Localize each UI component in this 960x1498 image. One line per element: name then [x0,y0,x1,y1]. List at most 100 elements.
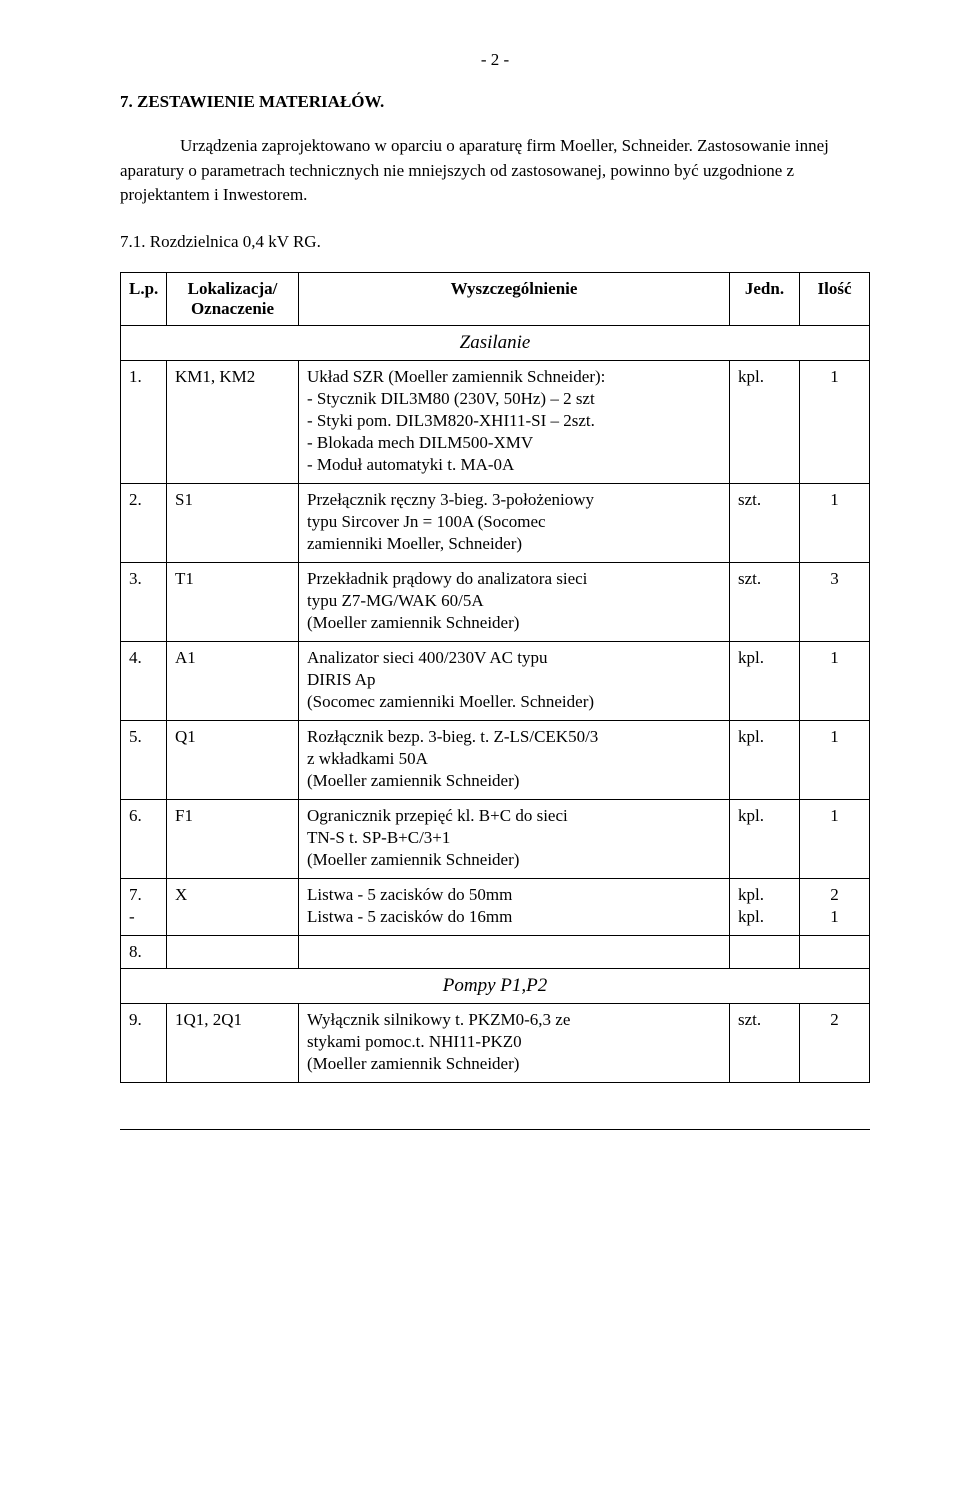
table-row: 2. S1 Przełącznik ręczny 3-bieg. 3-położ… [121,483,870,562]
desc-line: typu Sircover Jn = 100A (Socomec [307,512,721,532]
cell-loc: S1 [167,483,299,562]
cell-qty: 1 [800,483,870,562]
desc-line: Układ SZR (Moeller zamiennik Schneider): [307,367,721,387]
cell-desc: Rozłącznik bezp. 3-bieg. t. Z-LS/CEK50/3… [299,720,730,799]
table-row: 9. 1Q1, 2Q1 Wyłącznik silnikowy t. PKZM0… [121,1003,870,1082]
cell-loc: KM1, KM2 [167,360,299,483]
qty-line: 1 [808,907,861,927]
cell-qty: 3 [800,562,870,641]
cell-lp: 7. - [121,878,167,935]
cell-unit: kpl. kpl. [730,878,800,935]
cell-qty: 1 [800,799,870,878]
desc-line: - Styki pom. DIL3M820-XHI11-SI – 2szt. [307,411,721,431]
desc-line: Listwa - 5 zacisków do 50mm [307,885,721,905]
cell-lp: 9. [121,1003,167,1082]
cell-desc: Przekładnik prądowy do analizatora sieci… [299,562,730,641]
cell-loc: X [167,878,299,935]
desc-line: Analizator sieci 400/230V AC typu [307,648,721,668]
table-row: 8. [121,935,870,968]
cell-lp: 5. [121,720,167,799]
col-header-loc-line1: Lokalizacja/ [175,279,290,299]
desc-line: (Moeller zamiennik Schneider) [307,850,721,870]
desc-line: (Moeller zamiennik Schneider) [307,771,721,791]
cell-qty: 2 [800,1003,870,1082]
cell-desc: Analizator sieci 400/230V AC typu DIRIS … [299,641,730,720]
lp-line: - [129,907,158,927]
cell-qty: 1 [800,641,870,720]
cell-loc: A1 [167,641,299,720]
desc-line: - Moduł automatyki t. MA-0A [307,455,721,475]
qty-line: 2 [808,885,861,905]
page: - 2 - 7. ZESTAWIENIE MATERIAŁÓW. Urządze… [0,0,960,1498]
desc-line: (Moeller zamiennik Schneider) [307,1054,721,1074]
cell-unit: kpl. [730,641,800,720]
table-row: 1. KM1, KM2 Układ SZR (Moeller zamiennik… [121,360,870,483]
cell-lp: 3. [121,562,167,641]
intro-text: Urządzenia zaprojektowano w oparciu o ap… [120,136,829,204]
table-row: 5. Q1 Rozłącznik bezp. 3-bieg. t. Z-LS/C… [121,720,870,799]
section-label-zasilanie: Zasilanie [121,325,870,360]
table-row: 7. - X Listwa - 5 zacisków do 50mm Listw… [121,878,870,935]
cell-qty: 1 [800,360,870,483]
col-header-qty: Ilość [800,272,870,325]
desc-line: (Moeller zamiennik Schneider) [307,613,721,633]
table-header-row: L.p. Lokalizacja/ Oznaczenie Wyszczególn… [121,272,870,325]
cell-desc: Listwa - 5 zacisków do 50mm Listwa - 5 z… [299,878,730,935]
desc-line: - Stycznik DIL3M80 (230V, 50Hz) – 2 szt [307,389,721,409]
desc-line: Ogranicznik przepięć kl. B+C do sieci [307,806,721,826]
desc-line: zamienniki Moeller, Schneider) [307,534,721,554]
section-row-zasilanie: Zasilanie [121,325,870,360]
cell-unit: kpl. [730,360,800,483]
cell-unit: szt. [730,483,800,562]
cell-loc: F1 [167,799,299,878]
cell-lp: 8. [121,935,167,968]
cell-loc [167,935,299,968]
section-title: 7. ZESTAWIENIE MATERIAŁÓW. [120,92,870,112]
cell-desc [299,935,730,968]
page-number: - 2 - [120,50,870,70]
unit-line: kpl. [738,885,791,905]
cell-loc: 1Q1, 2Q1 [167,1003,299,1082]
cell-unit: kpl. [730,720,800,799]
cell-desc: Wyłącznik silnikowy t. PKZM0-6,3 ze styk… [299,1003,730,1082]
intro-paragraph: Urządzenia zaprojektowano w oparciu o ap… [120,134,870,208]
desc-line: - Blokada mech DILM500-XMV [307,433,721,453]
cell-lp: 1. [121,360,167,483]
desc-line: TN-S t. SP-B+C/3+1 [307,828,721,848]
materials-table: L.p. Lokalizacja/ Oznaczenie Wyszczególn… [120,272,870,1083]
table-row: 3. T1 Przekładnik prądowy do analizatora… [121,562,870,641]
col-header-loc-line2: Oznaczenie [175,299,290,319]
footer-rule [120,1129,870,1130]
col-header-lp: L.p. [121,272,167,325]
cell-qty [800,935,870,968]
cell-desc: Przełącznik ręczny 3-bieg. 3-położeniowy… [299,483,730,562]
col-header-unit: Jedn. [730,272,800,325]
desc-line: Rozłącznik bezp. 3-bieg. t. Z-LS/CEK50/3 [307,727,721,747]
cell-unit: kpl. [730,799,800,878]
cell-qty: 2 1 [800,878,870,935]
cell-loc: Q1 [167,720,299,799]
desc-line: z wkładkami 50A [307,749,721,769]
lp-line: 7. [129,885,158,905]
desc-line: stykami pomoc.t. NHI11-PKZ0 [307,1032,721,1052]
desc-line: (Socomec zamienniki Moeller. Schneider) [307,692,721,712]
desc-line: Wyłącznik silnikowy t. PKZM0-6,3 ze [307,1010,721,1030]
cell-desc: Ogranicznik przepięć kl. B+C do sieci TN… [299,799,730,878]
cell-qty: 1 [800,720,870,799]
cell-lp: 2. [121,483,167,562]
cell-loc: T1 [167,562,299,641]
desc-line: Przełącznik ręczny 3-bieg. 3-położeniowy [307,490,721,510]
unit-line: kpl. [738,907,791,927]
cell-unit: szt. [730,562,800,641]
table-row: 6. F1 Ogranicznik przepięć kl. B+C do si… [121,799,870,878]
col-header-desc: Wyszczególnienie [299,272,730,325]
cell-lp: 4. [121,641,167,720]
cell-unit: szt. [730,1003,800,1082]
desc-line: Listwa - 5 zacisków do 16mm [307,907,721,927]
section-label-pompy: Pompy P1,P2 [121,968,870,1003]
cell-unit [730,935,800,968]
cell-lp: 6. [121,799,167,878]
subsection-title: 7.1. Rozdzielnica 0,4 kV RG. [120,232,870,252]
desc-line: Przekładnik prądowy do analizatora sieci [307,569,721,589]
col-header-loc: Lokalizacja/ Oznaczenie [167,272,299,325]
